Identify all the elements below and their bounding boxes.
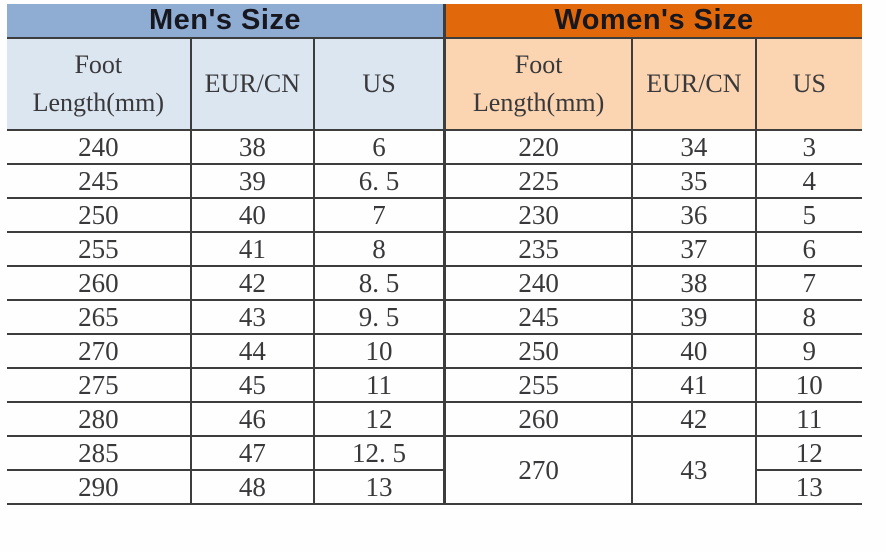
women-foot-cell: 250 xyxy=(443,334,633,369)
table-row: 275 45 11 255 41 10 xyxy=(7,368,862,403)
men-eur-cell: 40 xyxy=(189,198,315,233)
men-foot-cell: 250 xyxy=(7,198,191,233)
men-eur-cell: 39 xyxy=(189,164,315,199)
men-eur-cell: 46 xyxy=(189,402,315,437)
men-size-title: Men's Size xyxy=(7,4,445,39)
women-us-cell: 5 xyxy=(754,198,862,233)
men-eur-cell: 45 xyxy=(189,368,315,403)
table-row: 240 38 6 220 34 3 xyxy=(7,130,862,165)
men-foot-cell: 240 xyxy=(7,130,191,165)
table-row: 260 42 8. 5 240 38 7 xyxy=(7,266,862,301)
men-eur-cell: 38 xyxy=(189,130,315,165)
men-foot-cell: 265 xyxy=(7,300,191,335)
women-eur-cell: 35 xyxy=(631,164,756,199)
men-us-cell: 11 xyxy=(313,368,445,403)
women-us-cell: 6 xyxy=(754,232,862,267)
women-foot-cell: 240 xyxy=(443,266,633,301)
women-us-cell: 11 xyxy=(754,402,862,437)
section-title-row: Men's Size Women's Size xyxy=(7,4,862,39)
men-us-cell: 8 xyxy=(313,232,445,267)
men-us-cell: 6 xyxy=(313,130,445,165)
men-us-cell: 12. 5 xyxy=(313,436,445,471)
table-row: 255 41 8 235 37 6 xyxy=(7,232,862,267)
women-foot-cell-merged: 270 xyxy=(443,436,633,505)
men-us-cell: 9. 5 xyxy=(313,300,445,335)
men-foot-cell: 255 xyxy=(7,232,191,267)
men-eur-cell: 42 xyxy=(189,266,315,301)
women-foot-length-header: Foot Length(mm) xyxy=(443,38,633,131)
men-foot-cell: 270 xyxy=(7,334,191,369)
women-eur-cell: 42 xyxy=(631,402,756,437)
women-eur-cell: 34 xyxy=(631,130,756,165)
women-foot-cell: 225 xyxy=(443,164,633,199)
women-foot-cell: 220 xyxy=(443,130,633,165)
men-us-header: US xyxy=(313,38,445,131)
size-conversion-table: Men's Size Women's Size Foot Length(mm) … xyxy=(7,4,862,505)
size-chart: Men's Size Women's Size Foot Length(mm) … xyxy=(7,4,862,505)
women-foot-cell: 245 xyxy=(443,300,633,335)
men-us-cell: 10 xyxy=(313,334,445,369)
women-us-header: US xyxy=(754,38,862,131)
women-us-cell: 9 xyxy=(754,334,862,369)
men-us-cell: 12 xyxy=(313,402,445,437)
men-foot-cell: 275 xyxy=(7,368,191,403)
women-us-cell: 7 xyxy=(754,266,862,301)
women-eur-cn-header: EUR/CN xyxy=(631,38,756,131)
table-row: 245 39 6. 5 225 35 4 xyxy=(7,164,862,199)
women-us-cell: 10 xyxy=(754,368,862,403)
men-foot-cell: 280 xyxy=(7,402,191,437)
table-row: 285 47 12. 5 270 43 12 xyxy=(7,436,862,505)
men-foot-cell: 290 xyxy=(7,470,191,505)
women-eur-cell: 39 xyxy=(631,300,756,335)
men-foot-cell: 285 xyxy=(7,436,191,471)
women-eur-cell: 38 xyxy=(631,266,756,301)
women-us-cell: 8 xyxy=(754,300,862,335)
women-eur-cell: 40 xyxy=(631,334,756,369)
women-foot-cell: 260 xyxy=(443,402,633,437)
table-row: 250 40 7 230 36 5 xyxy=(7,198,862,233)
table-row: 270 44 10 250 40 9 xyxy=(7,334,862,369)
women-size-title: Women's Size xyxy=(443,4,862,39)
women-eur-cell: 37 xyxy=(631,232,756,267)
men-us-cell: 13 xyxy=(313,470,445,505)
women-eur-cell: 36 xyxy=(631,198,756,233)
men-us-cell: 8. 5 xyxy=(313,266,445,301)
men-us-cell: 7 xyxy=(313,198,445,233)
table-row: 265 43 9. 5 245 39 8 xyxy=(7,300,862,335)
women-foot-cell: 255 xyxy=(443,368,633,403)
women-us-cell: 12 xyxy=(754,436,862,471)
men-eur-cell: 44 xyxy=(189,334,315,369)
women-us-cell: 3 xyxy=(754,130,862,165)
men-eur-cell: 47 xyxy=(189,436,315,471)
table-row: 290 48 13 13 xyxy=(7,470,862,505)
men-us-cell: 6. 5 xyxy=(313,164,445,199)
women-foot-cell: 235 xyxy=(443,232,633,267)
column-header-row: Foot Length(mm) EUR/CN US Foot Length(mm… xyxy=(7,38,862,131)
men-eur-cn-header: EUR/CN xyxy=(189,38,315,131)
women-foot-cell: 230 xyxy=(443,198,633,233)
women-eur-cell: 41 xyxy=(631,368,756,403)
men-foot-length-header: Foot Length(mm) xyxy=(7,38,191,131)
women-eur-cell-merged: 43 xyxy=(631,436,756,505)
women-us-cell: 4 xyxy=(754,164,862,199)
table-row: 280 46 12 260 42 11 xyxy=(7,402,862,437)
men-eur-cell: 48 xyxy=(189,470,315,505)
men-foot-cell: 245 xyxy=(7,164,191,199)
men-eur-cell: 43 xyxy=(189,300,315,335)
women-us-cell: 13 xyxy=(754,470,862,505)
men-foot-cell: 260 xyxy=(7,266,191,301)
men-eur-cell: 41 xyxy=(189,232,315,267)
